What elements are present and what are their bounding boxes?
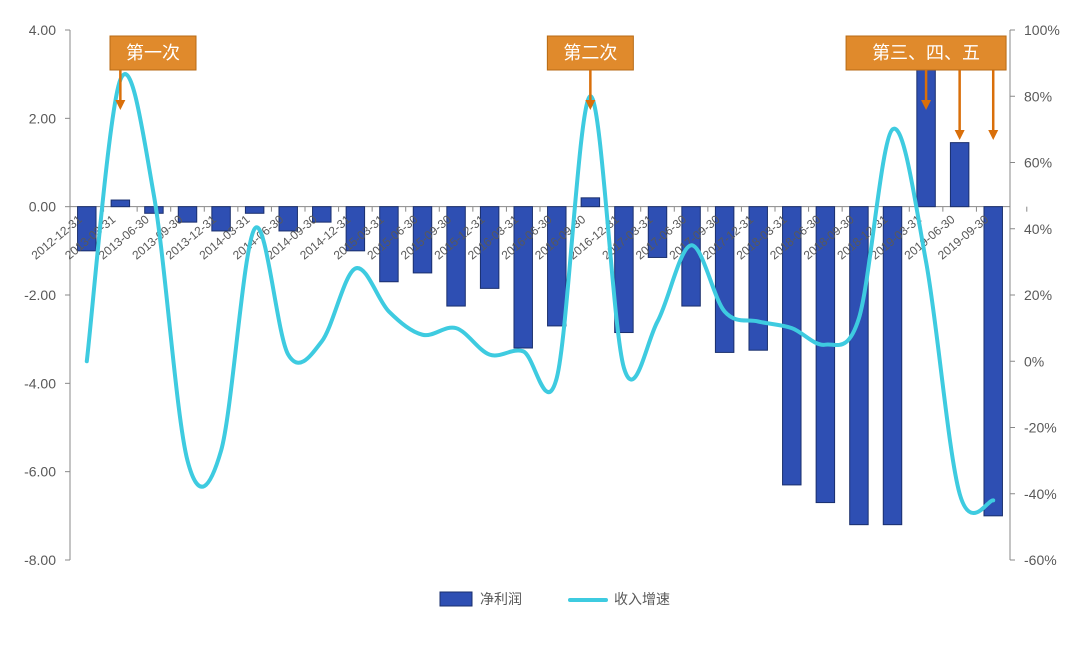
legend-label: 净利润 bbox=[480, 591, 522, 607]
legend-label: 收入增速 bbox=[614, 591, 670, 607]
right-tick-label: -20% bbox=[1024, 420, 1057, 436]
bar bbox=[111, 200, 129, 207]
right-tick-label: 80% bbox=[1024, 88, 1052, 104]
right-tick-label: -60% bbox=[1024, 552, 1057, 568]
left-tick-label: 0.00 bbox=[29, 199, 56, 215]
right-tick-label: 100% bbox=[1024, 22, 1060, 38]
bar bbox=[581, 198, 599, 207]
bar bbox=[950, 143, 968, 207]
bar bbox=[245, 207, 263, 214]
left-tick-label: 4.00 bbox=[29, 22, 56, 38]
callout-label: 第一次 bbox=[126, 43, 180, 63]
callout-arrowhead bbox=[955, 130, 965, 140]
bar bbox=[984, 207, 1002, 516]
callout-arrowhead bbox=[988, 130, 998, 140]
left-tick-label: -6.00 bbox=[24, 464, 56, 480]
left-tick-label: -2.00 bbox=[24, 287, 56, 303]
left-tick-label: -4.00 bbox=[24, 375, 56, 391]
callout-label: 第三、四、五 bbox=[872, 43, 980, 63]
callout-label: 第二次 bbox=[563, 43, 617, 63]
left-tick-label: -8.00 bbox=[24, 552, 56, 568]
right-tick-label: 40% bbox=[1024, 221, 1052, 237]
right-tick-label: 20% bbox=[1024, 287, 1052, 303]
right-tick-label: 0% bbox=[1024, 353, 1044, 369]
left-tick-label: 2.00 bbox=[29, 110, 56, 126]
right-tick-label: -40% bbox=[1024, 486, 1057, 502]
chart-svg: -8.00 -6.00 -4.00 -2.00 0.00 2.00 4.00 -60% -40%… bbox=[0, 0, 1080, 652]
callout-arrowhead bbox=[115, 100, 125, 110]
legend-swatch-bar bbox=[440, 592, 472, 606]
right-tick-label: 60% bbox=[1024, 155, 1052, 171]
combo-chart: { "chart": { "type": "combo-bar-line", "… bbox=[0, 0, 1080, 652]
